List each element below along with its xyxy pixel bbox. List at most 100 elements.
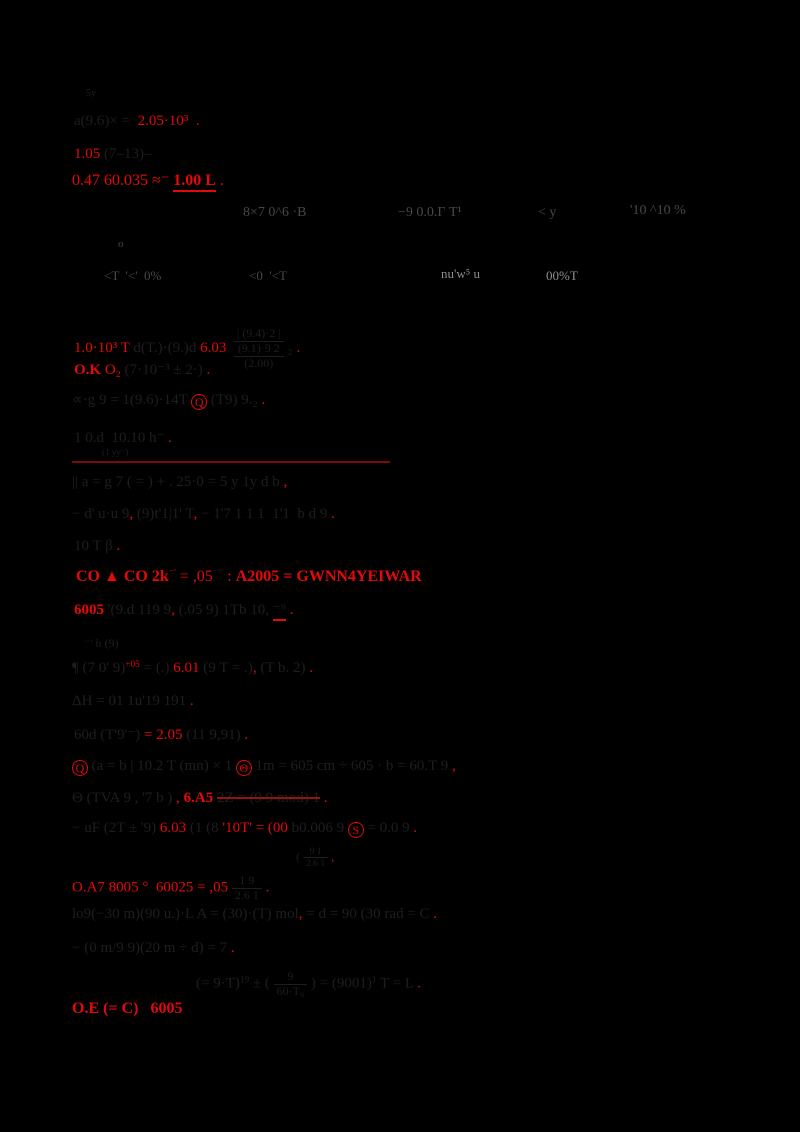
text-run: − (0 m/9 9)(20 m ÷ d) = 7 xyxy=(72,940,228,956)
text-run: ∝·g 9 = 1(9.6)·14T xyxy=(72,392,192,408)
text-run: '(9.d 119 9 xyxy=(104,602,172,618)
text-line: a(9.6)× = 2.05·10³ . xyxy=(74,112,200,131)
text-line: 60d (T'9'⁻) = 2.05 (11 9,91) . xyxy=(74,726,248,745)
text-run xyxy=(226,340,234,356)
fraction-denominator: 2.6 1 xyxy=(303,857,329,869)
text-run: . xyxy=(188,113,200,129)
text-run: ⁻⁹' xyxy=(212,567,224,579)
text-run: 6.A5 xyxy=(183,790,214,806)
text-run: GWNN4YEIWAR xyxy=(296,568,422,585)
text-run: . xyxy=(186,693,194,709)
text-run: . xyxy=(257,392,266,408)
text-run: = 0.0 9 xyxy=(363,820,410,836)
text-run: d(T.)·(9.)d xyxy=(129,340,201,357)
red-circle-mark: S xyxy=(347,822,364,838)
text-run: ± ( xyxy=(249,975,274,992)
text-run: , xyxy=(252,660,257,676)
text-line: < y xyxy=(538,204,556,222)
text-run: , xyxy=(193,506,198,522)
text-run: Θ (TVA 9 , '7 b ) xyxy=(72,790,173,806)
text-run: 6.03 xyxy=(200,340,227,357)
fraction: 9 60·T₀ xyxy=(273,969,308,999)
text-run: 1m = 605 cm ÷ 605 · b = 60.T 9 xyxy=(251,758,449,774)
text-run: (9)t'1|1' T xyxy=(133,506,194,522)
text-run: O.K xyxy=(74,362,102,378)
text-run: 6005 xyxy=(74,602,104,618)
text-run: . xyxy=(202,362,211,378)
text-run: T = L xyxy=(376,975,414,992)
text-run: 60025 = ,05 xyxy=(155,879,232,896)
text-run: nu'w⁵ u xyxy=(441,266,481,281)
text-run: , xyxy=(279,474,288,490)
text-run: o xyxy=(118,238,124,250)
text-line: ΔH = 01 1u'19 191 . xyxy=(72,692,194,711)
fraction: | (9.4)·2 | (9.1)·9 2 (2.00) xyxy=(233,326,284,371)
text-line: (1 yy⁻) xyxy=(102,447,129,458)
text-run xyxy=(138,1000,150,1017)
text-run: , xyxy=(172,790,184,806)
text-run: lo9(−30 m)(90 u.)·L A = (30)·(T) mol xyxy=(72,906,299,922)
text-run: . xyxy=(164,430,172,446)
text-run: − 1'7 1 1 1 1'1 b d 9 xyxy=(197,506,332,522)
text-line: || a = g 7 ( = ) + . 25·0 = 5 y 1y d b , xyxy=(72,473,287,492)
text-line: ( 9 1 2.6 1 , xyxy=(296,846,334,869)
text-run: . xyxy=(305,660,313,676)
text-run: . xyxy=(285,602,294,618)
text-run: , xyxy=(298,906,303,922)
text-line: <0 '<T xyxy=(249,268,287,284)
text-run: (9 T = .) xyxy=(199,660,253,676)
text-run: (T9) 9.₂ xyxy=(207,392,258,408)
fraction-denominator: 60·T₀ xyxy=(273,983,308,999)
text-run: ΔH = 01 1u'19 191 xyxy=(72,693,187,709)
fraction-numerator: 1 9 xyxy=(239,873,255,887)
text-run: ⁻' xyxy=(168,567,176,579)
text-run: = ,05 xyxy=(175,568,213,585)
text-run: 1 xyxy=(371,975,377,986)
text-line: 0.47 60.035 ≈⁻ 1.00 L . xyxy=(72,171,224,192)
text-run: O₂ xyxy=(101,362,121,378)
text-run: 2.05·10³ xyxy=(137,113,189,129)
text-run: ⁻⁹ xyxy=(272,602,286,621)
text-line: Θ (TVA 9 , '7 b ) , 6.A5 2Z = (9 9 mod) … xyxy=(72,789,327,808)
text-run: O.E (= C) xyxy=(72,1000,139,1017)
text-run: , xyxy=(328,849,335,864)
text-run: . xyxy=(261,879,270,896)
text-line: <T '<' 0% xyxy=(104,268,161,284)
text-line: CO ▲ CO 2k⁻' = ,05⁻⁹' : A2005 = GWNN4YEI… xyxy=(76,567,422,587)
text-run: 1.00 L xyxy=(173,172,216,192)
text-line: 10 T β . xyxy=(74,537,120,556)
text-run: a(9.6)× = xyxy=(74,113,138,129)
text-run: . xyxy=(292,340,301,357)
text-run: 2Z = (9 9 mod) 1 xyxy=(216,790,320,806)
red-circle-mark: Q xyxy=(191,394,208,410)
text-run: . xyxy=(409,820,418,836)
text-line: 1 0.d 10.10 h⁻ . xyxy=(74,429,172,448)
text-run: 19 xyxy=(239,975,250,986)
text-line: ⁻' h (9) xyxy=(84,636,119,651)
text-run: . xyxy=(413,975,421,992)
text-run: A2005 = xyxy=(235,568,297,585)
text-run: 6.01 xyxy=(173,660,200,676)
text-run: . xyxy=(240,727,249,743)
fraction-numerator: 9 1 xyxy=(309,846,322,857)
text-line: − (0 m/9 9)(20 m ÷ d) = 7 . xyxy=(72,939,235,958)
fraction-numerator: | (9.4)·2 | xyxy=(236,326,281,340)
text-run: = (.) xyxy=(139,660,174,676)
text-line: 1.05 (7–13)– xyxy=(74,145,152,164)
text-run: ₂ xyxy=(283,340,293,357)
fraction-denominator: (2.00) xyxy=(233,355,284,371)
text-run: . xyxy=(215,172,224,189)
text-run: (T b. 2) xyxy=(256,660,306,676)
text-run: b0.006 9 xyxy=(287,820,348,836)
text-run: (7·10⁻³ ± 2·) xyxy=(120,362,203,378)
text-run: 5y xyxy=(86,88,96,99)
text-run: 6.03 xyxy=(159,820,187,836)
text-run: || a = g 7 ( = ) + . 25·0 = 5 y 1y d b xyxy=(72,474,280,490)
text-run: '10T' = (00 xyxy=(222,820,288,836)
text-run xyxy=(148,880,156,896)
text-line: ¶ (7 0' 9)+05 = (.) 6.01 (9 T = .), (T b… xyxy=(72,659,313,678)
text-line: 00%T xyxy=(546,268,578,284)
text-run: (11 9,91) xyxy=(182,727,241,743)
text-line: O.K O₂ (7·10⁻³ ± 2·) . xyxy=(74,361,210,380)
